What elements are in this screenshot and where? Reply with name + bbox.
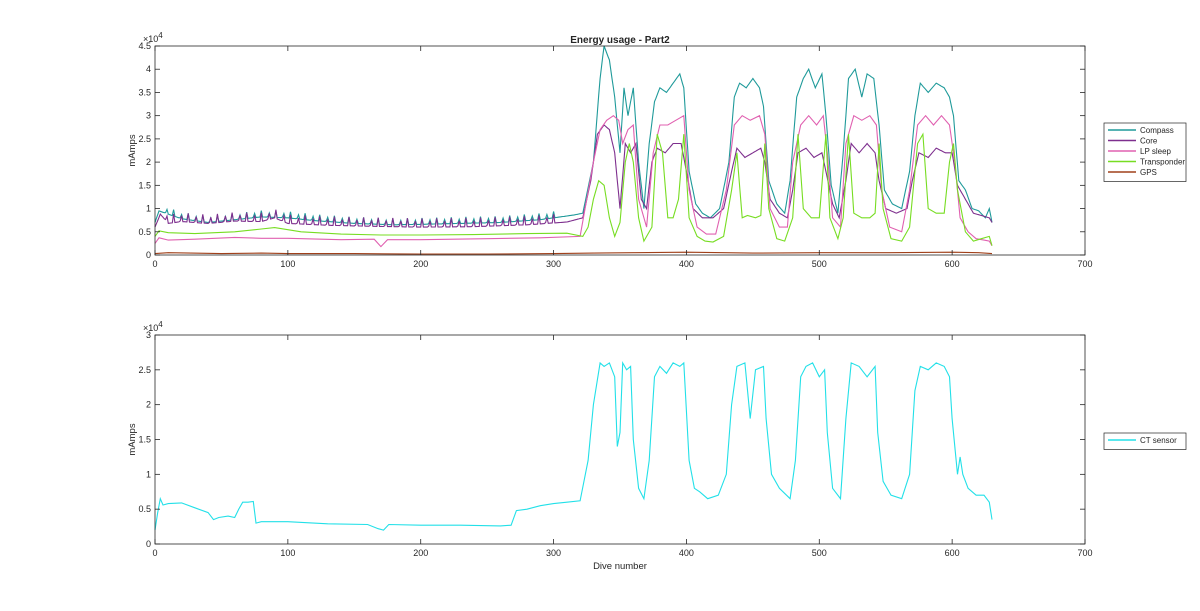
axes-box — [154, 45, 1086, 256]
y-tick-label: 0.5 — [138, 227, 151, 237]
legend-label: Transponder — [1140, 158, 1185, 167]
legend-label: LP sleep — [1140, 147, 1172, 156]
x-tick-label: 300 — [546, 259, 561, 269]
y-tick-label: 3.5 — [138, 87, 151, 97]
x-tick-label: 100 — [280, 259, 295, 269]
y-tick-label: 2.5 — [138, 134, 151, 144]
y-tick-label: 3 — [146, 330, 151, 340]
x-tick-label: 100 — [280, 548, 295, 558]
y-tick-label: 1 — [146, 204, 151, 214]
y-tick-label: 2.5 — [138, 365, 151, 375]
x-tick-label: 400 — [679, 548, 694, 558]
y-tick-label: 2 — [146, 400, 151, 410]
x-tick-label: 400 — [679, 259, 694, 269]
legend-box — [1103, 432, 1187, 450]
x-tick-label: 0 — [152, 548, 157, 558]
y-tick-label: 0 — [146, 250, 151, 260]
y-tick-label: 4.5 — [138, 41, 151, 51]
x-tick-label: 700 — [1077, 259, 1092, 269]
x-tick-label: 500 — [812, 548, 827, 558]
series-line-gps — [154, 251, 993, 255]
ct-sensor-bottom-panel: 0 100 200 300 400 500 600 700 0 0.5 1 1.5 2 2.5 3×104 m… — [127, 320, 1187, 572]
y-tick-label: 1.5 — [138, 435, 151, 445]
legend-label: CT sensor — [1140, 436, 1177, 445]
series-line-lp-sleep — [154, 114, 993, 248]
x-tick-label: 500 — [812, 259, 827, 269]
x-tick-label: 300 — [546, 548, 561, 558]
x-tick-label: 0 — [152, 259, 157, 269]
y-tick-label: 1.5 — [138, 180, 151, 190]
x-tick-label: 200 — [413, 548, 428, 558]
series-line-transponder — [154, 132, 993, 246]
x-tick-label: 200 — [413, 259, 428, 269]
series-line-compass — [154, 45, 993, 226]
x-tick-label: 700 — [1077, 548, 1092, 558]
legend: CT sensor — [1103, 432, 1187, 450]
legend-label: Core — [1140, 137, 1158, 146]
y-tick-label: 0.5 — [138, 504, 151, 514]
x-tick-label: 600 — [945, 548, 960, 558]
legend-label: GPS — [1140, 168, 1157, 177]
figure-title: Energy usage - Part2 — [570, 35, 670, 46]
x-axis-label: Dive number — [593, 561, 647, 572]
y-exponent-label: ×104 — [143, 320, 163, 333]
series-line-core — [154, 124, 993, 228]
x-tick-label: 600 — [945, 259, 960, 269]
y-tick-label: 2 — [146, 157, 151, 167]
energy-usage-top-panel: 0 100 200 300 400 500 600 700 0 0.5 1 1.5 2 2.5 3 3.5 4 4… — [127, 31, 1187, 269]
y-axis-label: mAmps — [127, 134, 138, 166]
y-axis-label: mAmps — [127, 423, 138, 455]
y-tick-label: 3 — [146, 111, 151, 121]
y-tick-label: 4 — [146, 64, 151, 74]
legend-label: Compass — [1140, 126, 1174, 135]
series-line-ct-sensor — [154, 360, 993, 531]
y-tick-label: 1 — [146, 469, 151, 479]
y-tick-label: 0 — [146, 539, 151, 549]
y-exponent-label: ×104 — [143, 31, 163, 44]
